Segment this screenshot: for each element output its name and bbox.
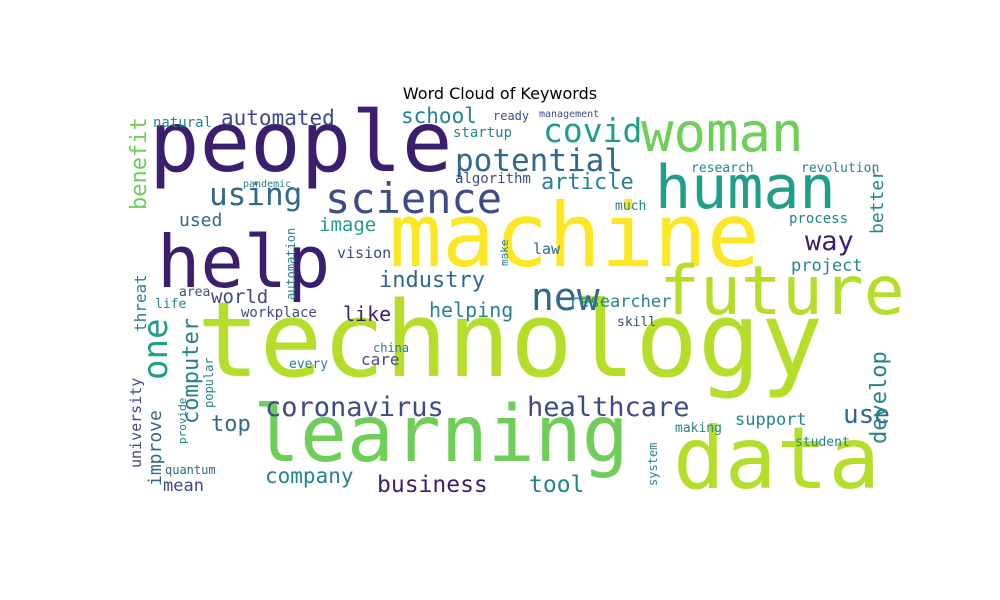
word-automation: automation <box>284 227 298 300</box>
word-data: data <box>673 409 881 509</box>
word-future: future <box>659 252 905 331</box>
word-revolution: revolution <box>801 161 880 176</box>
word-threat: threat <box>131 274 150 332</box>
word-learning: learning <box>253 390 629 480</box>
word-support: support <box>735 410 807 430</box>
word-life: life <box>155 297 187 312</box>
word-help: help <box>157 220 331 304</box>
word-make: make <box>498 239 511 267</box>
word-natural: natural <box>153 115 213 131</box>
word-provide: provide <box>176 397 189 444</box>
word-article: article <box>541 170 634 195</box>
word-machine: machine <box>389 184 760 287</box>
word-making: making <box>675 421 722 436</box>
word-school: school <box>401 104 477 128</box>
word-pandemic: pandemic <box>243 179 292 190</box>
word-world: world <box>211 286 269 308</box>
word-using: using <box>209 177 303 213</box>
word-quantum: quantum <box>165 463 216 477</box>
word-automated: automated <box>221 106 335 130</box>
word-china: china <box>373 341 410 355</box>
word-process: process <box>789 211 849 227</box>
word-researcher: researcher <box>569 292 672 312</box>
word-better: better <box>867 168 888 234</box>
word-much: much <box>615 199 647 214</box>
word-algorithm: algorithm <box>455 171 531 187</box>
word-care: care <box>361 350 400 369</box>
word-industry: industry <box>379 268 485 293</box>
word-like: like <box>343 302 392 326</box>
word-popular: popular <box>202 357 216 408</box>
word-student: student <box>795 435 850 450</box>
word-vision: vision <box>337 244 392 262</box>
word-law: law <box>533 240 561 258</box>
word-image: image <box>319 214 377 236</box>
word-way: way <box>805 226 854 257</box>
word-workplace: workplace <box>241 305 317 321</box>
word-benefit: benefit <box>127 117 152 210</box>
word-new: new <box>531 275 600 319</box>
word-startup: startup <box>453 125 513 141</box>
word-skill: skill <box>617 315 657 330</box>
word-company: company <box>265 464 354 488</box>
word-improve: improve <box>145 410 166 486</box>
word-project: project <box>791 256 863 276</box>
word-healthcare: healthcare <box>527 392 690 423</box>
word-develop: develop <box>867 351 892 444</box>
word-cloud: technology machine people learning data … <box>125 100 905 502</box>
word-technology: technology <box>197 279 824 401</box>
word-covid: covid <box>543 111 643 150</box>
word-university: university <box>127 377 145 468</box>
word-potential: potential <box>455 143 623 179</box>
word-science: science <box>325 174 503 223</box>
word-tool: tool <box>529 472 585 498</box>
word-ready: ready <box>493 109 530 123</box>
word-system: system <box>646 442 660 486</box>
chart-title: Word Cloud of Keywords <box>402 84 598 103</box>
word-human: human <box>655 153 836 223</box>
word-use: use <box>843 400 890 430</box>
word-coronavirus: coronavirus <box>265 392 444 423</box>
word-top: top <box>211 412 251 437</box>
word-mean: mean <box>163 476 204 496</box>
word-every: every <box>289 357 329 372</box>
word-business: business <box>377 472 488 498</box>
word-helping: helping <box>429 298 514 322</box>
word-woman: woman <box>641 101 804 164</box>
word-area: area <box>179 285 211 300</box>
word-people: people <box>149 93 453 191</box>
word-management: management <box>539 109 600 120</box>
word-research: research <box>691 161 754 176</box>
word-used: used <box>179 210 223 231</box>
